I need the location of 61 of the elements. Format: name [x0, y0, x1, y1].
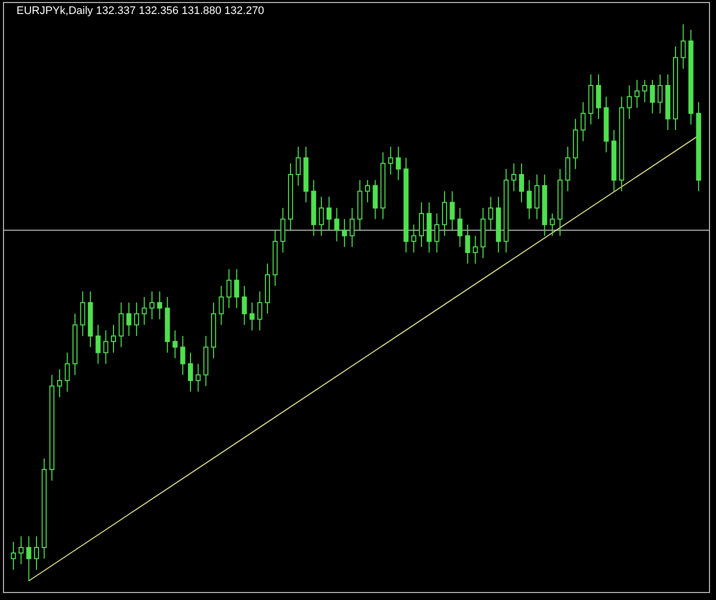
candlestick: [372, 180, 378, 220]
candlestick: [634, 79, 640, 108]
candlestick: [565, 146, 570, 192]
candlestick: [188, 352, 193, 392]
candlestick: [680, 24, 686, 70]
candlestick: [550, 213, 555, 236]
candlestick: [526, 180, 532, 220]
candlestick: [511, 162, 516, 192]
candlestick: [257, 290, 262, 331]
candlestick: [18, 536, 24, 565]
candlestick: [250, 302, 255, 331]
candlestick: [134, 302, 140, 336]
candlestick: [650, 79, 655, 114]
candlestick: [350, 207, 355, 248]
candlestick: [80, 290, 86, 336]
candlestick: [180, 335, 186, 376]
candlestick: [26, 536, 32, 582]
candlestick: [434, 213, 440, 253]
candlestick: [126, 302, 132, 336]
candlestick: [234, 268, 240, 309]
candlestick: [64, 352, 70, 392]
candlestick: [642, 79, 648, 103]
candlestick: [418, 202, 424, 248]
candlestick: [396, 146, 401, 181]
candlestick: [626, 84, 632, 120]
candlestick: [318, 196, 324, 236]
candlestick: [110, 324, 116, 354]
candlestick: [172, 330, 178, 359]
candlestick: [157, 290, 162, 320]
candlestick: [465, 224, 470, 264]
candlestick: [10, 541, 16, 570]
candlestick: [196, 363, 201, 392]
candlestick: [57, 368, 62, 398]
candlestick: [519, 162, 524, 203]
candlestick: [488, 196, 494, 231]
candlestick: [342, 218, 347, 248]
candlestick: [334, 207, 340, 242]
candlestick: [534, 174, 540, 220]
candlestick: [296, 146, 301, 186]
candlestick: [326, 196, 332, 231]
candlestick: [96, 324, 101, 364]
candlestick: [103, 330, 108, 364]
candlestick: [365, 180, 370, 203]
candlestick: [34, 536, 39, 570]
chart-title: EURJPYk,Daily 132.337 132.356 131.880 132.270: [16, 5, 264, 17]
candlestick: [457, 207, 462, 248]
candlestick: [472, 235, 478, 264]
candlestick: [580, 102, 586, 142]
candlestick: [118, 302, 124, 348]
candlestick: [658, 74, 663, 114]
candlestick: [226, 268, 232, 309]
candlestick: [280, 207, 286, 253]
candlestick: [450, 190, 455, 231]
candlestick: [442, 190, 448, 236]
candlestick: [596, 74, 602, 120]
candlestick: [411, 224, 416, 253]
candlestick: [142, 296, 147, 326]
candlestick: [218, 285, 224, 326]
candlestick: [242, 285, 247, 326]
candlestick: [149, 290, 154, 320]
candlestick: [388, 146, 394, 176]
